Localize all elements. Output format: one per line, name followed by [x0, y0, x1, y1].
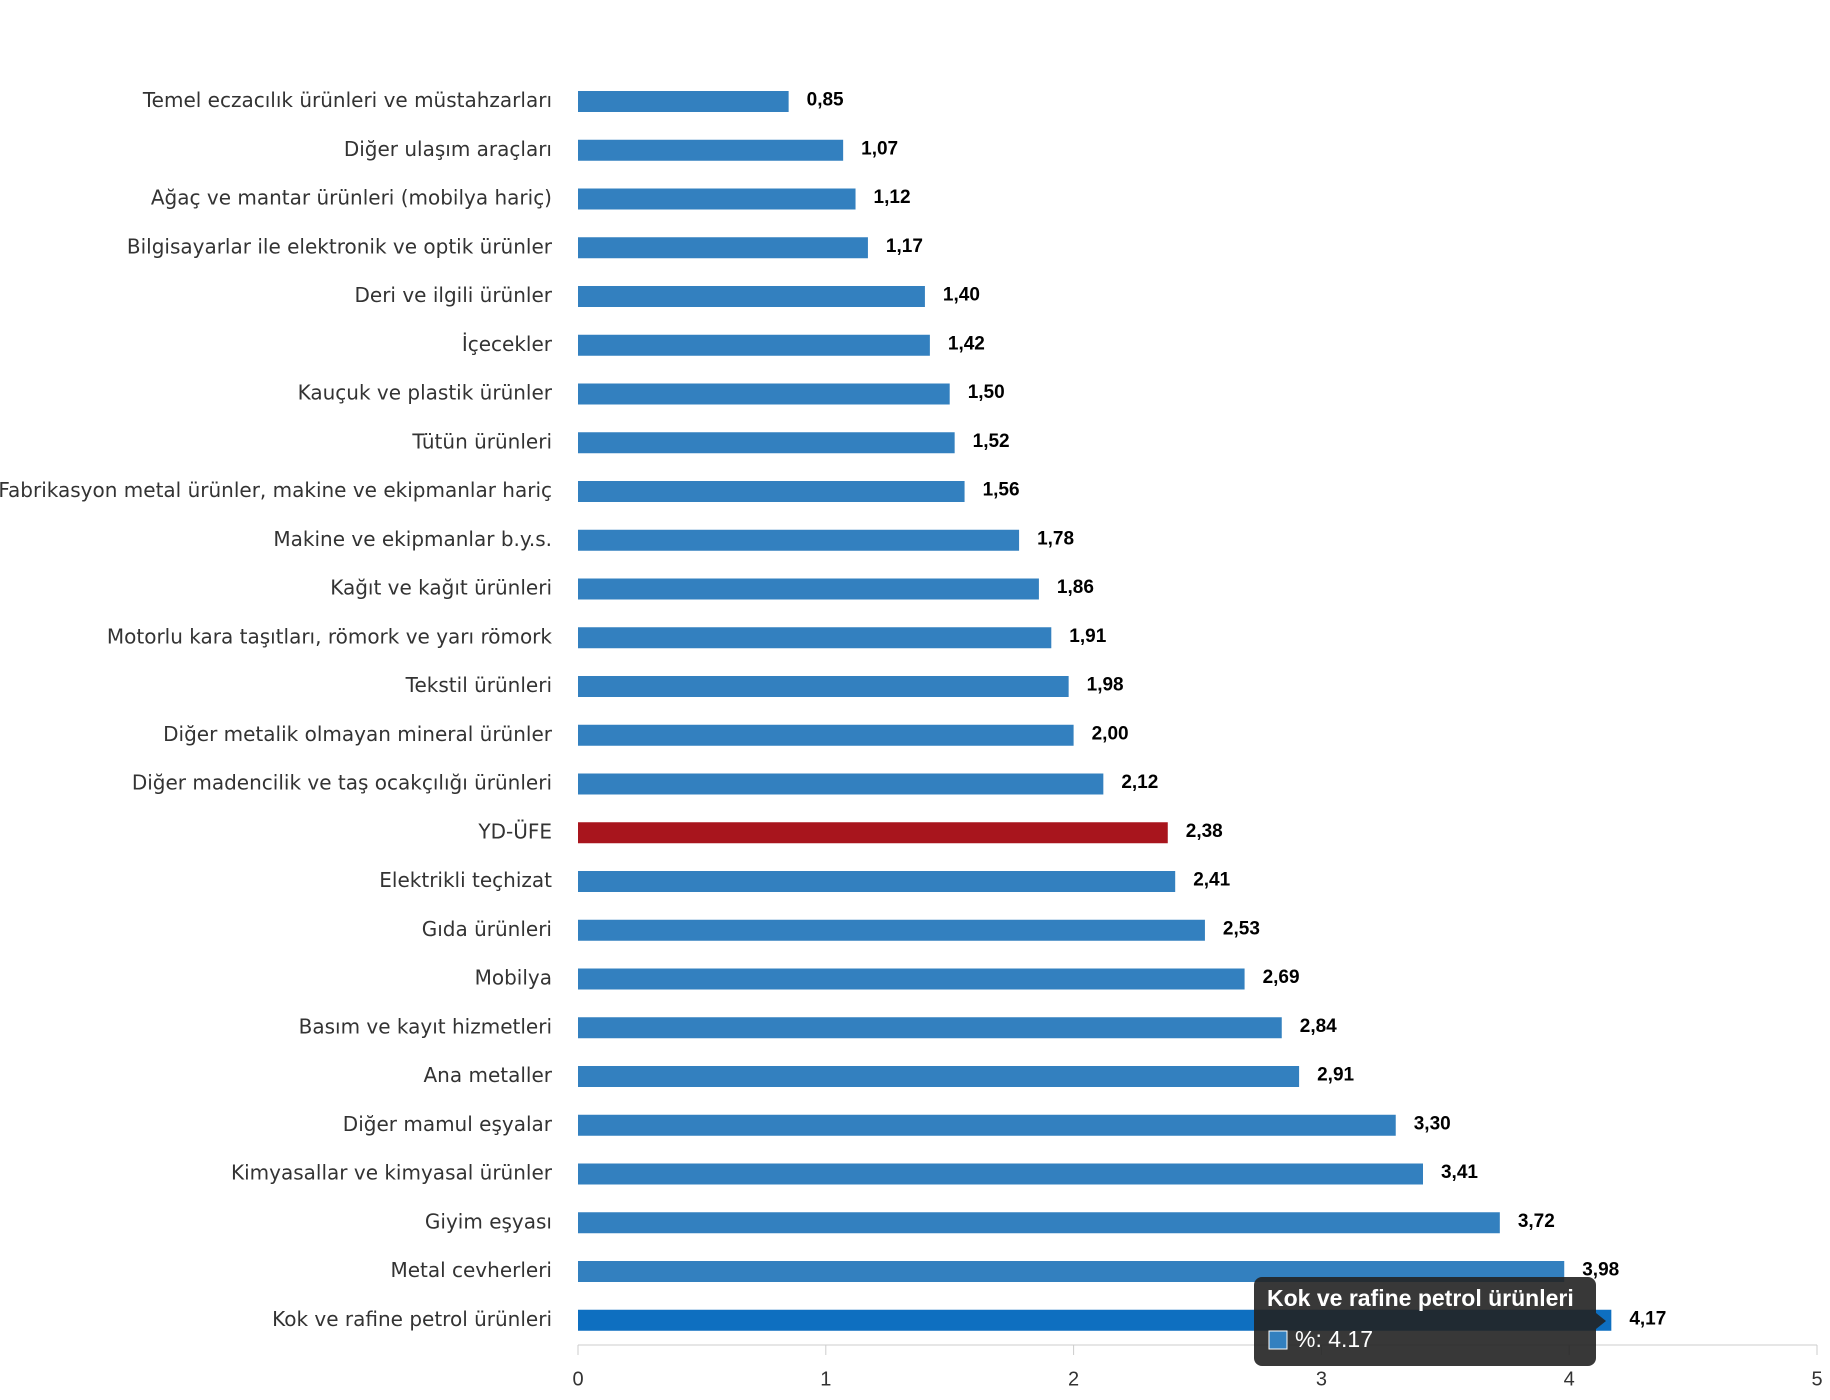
- category-label: Gıda ürünleri: [422, 917, 552, 941]
- category-label: Diğer mamul eşyalar: [343, 1112, 553, 1136]
- value-label: 1,91: [1069, 626, 1106, 647]
- category-label: Fabrikasyon metal ürünler, makine ve eki…: [0, 478, 552, 502]
- value-label: 1,78: [1037, 528, 1074, 549]
- tooltip-text: %: 4.17: [1295, 1326, 1373, 1352]
- bar: [578, 724, 1074, 746]
- value-label: 2,41: [1193, 870, 1230, 891]
- value-label: 2,91: [1317, 1065, 1354, 1086]
- value-label: 3,72: [1518, 1211, 1555, 1232]
- bar: [578, 871, 1176, 892]
- bar: [578, 676, 1069, 697]
- category-label: Bilgisayarlar ile elektronik ve optik ür…: [127, 234, 553, 258]
- category-label: Elektrikli teçhizat: [379, 868, 552, 892]
- category-label: Ağaç ve mantar ürünleri (mobilya hariç): [151, 186, 552, 210]
- category-label: Mobilya: [475, 966, 552, 990]
- value-label: 2,00: [1092, 723, 1129, 744]
- value-label: 3,41: [1441, 1162, 1478, 1183]
- value-label: 1,40: [943, 285, 980, 306]
- bar: [578, 578, 1039, 600]
- category-label: Ana metaller: [424, 1063, 553, 1087]
- value-label: 2,38: [1186, 821, 1223, 842]
- category-label: Metal cevherleri: [390, 1258, 552, 1282]
- bar: [578, 1163, 1423, 1185]
- bar: [578, 773, 1104, 795]
- value-label: 0,85: [807, 90, 844, 111]
- x-tick-label: 5: [1811, 1368, 1822, 1390]
- value-label: 2,53: [1223, 918, 1260, 939]
- value-label: 1,17: [886, 236, 923, 257]
- bar: [578, 139, 844, 161]
- bar: [578, 91, 789, 112]
- tooltip-box: [1254, 1277, 1596, 1366]
- value-label: 1,07: [861, 138, 898, 159]
- bar: [578, 481, 965, 502]
- value-label: 1,86: [1057, 577, 1094, 598]
- category-label: İçecekler: [462, 332, 553, 356]
- category-label: Kok ve rafine petrol ürünleri: [272, 1307, 552, 1331]
- bar: [578, 432, 955, 454]
- bar: [578, 919, 1205, 941]
- x-tick-label: 0: [572, 1368, 583, 1390]
- value-label: 2,12: [1121, 772, 1158, 793]
- bar: [578, 1114, 1396, 1136]
- category-label: Temel eczacılık ürünleri ve müstahzarlar…: [142, 88, 552, 112]
- category-label: Kağıt ve kağıt ürünleri: [330, 576, 552, 600]
- x-tick-label: 4: [1564, 1368, 1575, 1390]
- x-tick-label: 1: [820, 1368, 831, 1390]
- category-label: Giyim eşyası: [425, 1209, 552, 1233]
- value-label: 1,56: [983, 480, 1020, 501]
- category-label: Diğer ulaşım araçları: [344, 137, 552, 161]
- bar: [578, 822, 1168, 844]
- category-label: Diğer metalik olmayan mineral ürünler: [163, 722, 553, 746]
- tooltip-caret: [1596, 1313, 1606, 1329]
- bar: [578, 529, 1020, 551]
- tooltip-title: Kok ve rafine petrol ürünleri: [1267, 1285, 1574, 1311]
- bar: [578, 188, 856, 210]
- category-label: Tütün ürünleri: [411, 429, 552, 453]
- value-label: 2,69: [1263, 967, 1300, 988]
- value-label: 1,50: [968, 382, 1005, 403]
- category-label: Basım ve kayıt hizmetleri: [299, 1014, 552, 1038]
- x-tick-label: 3: [1316, 1368, 1327, 1390]
- bar: [578, 286, 925, 307]
- category-label: Kimyasallar ve kimyasal ürünler: [231, 1161, 553, 1185]
- tooltip-swatch: [1268, 1330, 1288, 1350]
- bar: [578, 237, 868, 259]
- category-label: Makine ve ekipmanlar b.y.s.: [273, 527, 552, 551]
- bar: [578, 334, 930, 356]
- value-label: 2,84: [1300, 1016, 1337, 1037]
- value-label: 3,30: [1414, 1113, 1451, 1134]
- x-tick-label: 2: [1068, 1368, 1079, 1390]
- bar: [578, 1017, 1282, 1039]
- category-label: Motorlu kara taşıtları, römork ve yarı r…: [107, 624, 553, 648]
- category-label: Tekstil ürünleri: [405, 673, 552, 697]
- category-label: YD-ÜFE: [477, 819, 552, 843]
- tooltip: Kok ve rafine petrol ürünleri %: 4.17: [1254, 1277, 1606, 1366]
- value-label: 4,17: [1629, 1308, 1666, 1329]
- bar: [578, 1066, 1300, 1087]
- bar: [578, 1212, 1500, 1234]
- value-label: 1,42: [948, 333, 985, 354]
- category-label: Kauçuk ve plastik ürünler: [298, 381, 553, 405]
- bar: [578, 968, 1245, 990]
- bar: [578, 1261, 1565, 1282]
- bar: [578, 383, 950, 405]
- bar: [578, 627, 1052, 649]
- value-label: 1,52: [973, 431, 1010, 452]
- category-label: Diğer madencilik ve taş ocakçılığı ürünl…: [132, 771, 552, 795]
- category-label: Deri ve ilgili ürünler: [354, 283, 552, 307]
- value-label: 3,98: [1582, 1260, 1619, 1281]
- value-label: 1,12: [874, 187, 911, 208]
- value-label: 1,98: [1087, 675, 1124, 696]
